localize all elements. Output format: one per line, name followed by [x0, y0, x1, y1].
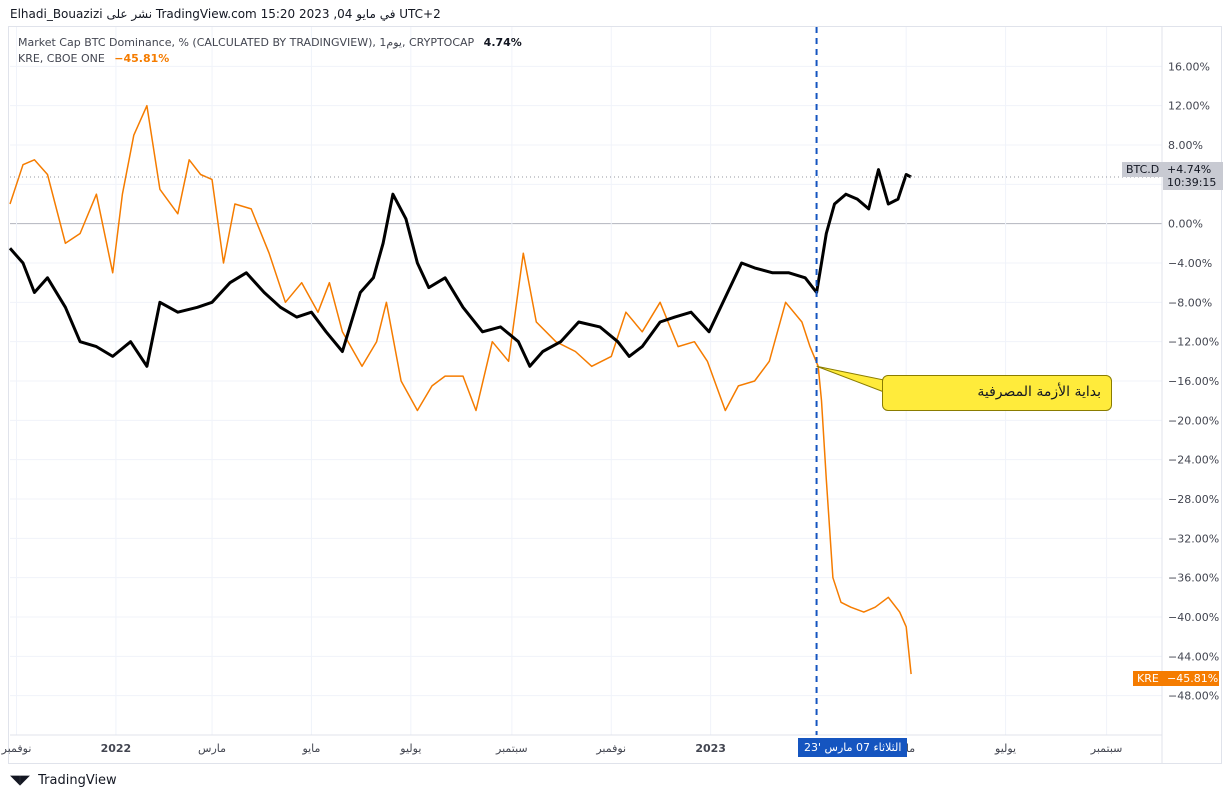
x-tick-label: سبتمبر [1090, 742, 1123, 755]
legend-kre-label: KRE, CBOE ONE [18, 52, 105, 65]
y-tick-label: −8.00% [1168, 296, 1212, 309]
y-tick-label: −20.00% [1168, 414, 1219, 427]
y-tick-label: −36.00% [1168, 572, 1219, 585]
annotation-callout[interactable]: بداية الأزمة المصرفية [882, 375, 1112, 411]
y-tick-label: 0.00% [1168, 218, 1203, 231]
y-tick-label: −28.00% [1168, 493, 1219, 506]
x-tick-label: مارس [198, 742, 226, 755]
date-cursor-tag: الثلاثاء 07 مارس '23 [798, 738, 908, 757]
annotation-text: بداية الأزمة المصرفية [977, 384, 1101, 400]
y-tick-label: −24.00% [1168, 454, 1219, 467]
kre-series-tag: KRE [1133, 671, 1163, 686]
kre-price-tag: −45.81% [1163, 671, 1219, 686]
legend-kre-value: −45.81% [114, 52, 170, 65]
x-tick-label: نوفمبر [595, 742, 626, 755]
x-tick-label: يوليو [994, 742, 1016, 755]
btc-price-value: +4.74% [1167, 163, 1212, 176]
y-tick-label: 16.00% [1168, 60, 1210, 73]
legend-btc: Market Cap BTC Dominance, % (CALCULATED … [18, 36, 522, 49]
callout-pointer [816, 365, 885, 393]
y-tick-label: −32.00% [1168, 532, 1219, 545]
btc-series-tag: BTC.D [1122, 162, 1164, 177]
x-tick-label: نوفمبر [1, 742, 32, 755]
footer-logo[interactable]: ◥◤ TradingView [10, 773, 117, 788]
y-tick-label: −16.00% [1168, 375, 1219, 388]
y-tick-label: −4.00% [1168, 257, 1212, 270]
chart-frame [8, 26, 1222, 764]
tradingview-logo-icon: ◥◤ [10, 773, 30, 788]
y-tick-label: −48.00% [1168, 690, 1219, 703]
y-tick-label: −12.00% [1168, 336, 1219, 349]
x-tick-label: يوليو [399, 742, 421, 755]
series-line-btcd [8, 168, 912, 368]
btc-price-time: 10:39:15 [1167, 176, 1217, 189]
legend-kre: KRE, CBOE ONE −45.81% [18, 52, 169, 65]
x-tick-label: 2023 [695, 742, 726, 755]
legend-btc-value: 4.74% [483, 36, 522, 49]
y-tick-label: 12.00% [1168, 100, 1210, 113]
x-tick-label: 2022 [101, 742, 132, 755]
legend-btc-label: Market Cap BTC Dominance, % (CALCULATED … [18, 36, 475, 49]
y-tick-label: 8.00% [1168, 139, 1203, 152]
publisher-header: Elhadi_Bouazizi نشر على TradingView.com … [10, 7, 441, 21]
btc-price-tag: +4.74% 10:39:15 [1163, 162, 1223, 190]
y-tick-label: −44.00% [1168, 650, 1219, 663]
footer-logo-text: TradingView [38, 773, 117, 788]
y-tick-label: −40.00% [1168, 611, 1219, 624]
x-tick-label: مايو [301, 742, 320, 755]
series-line-kre [9, 104, 912, 675]
x-tick-label: سبتمبر [495, 742, 528, 755]
